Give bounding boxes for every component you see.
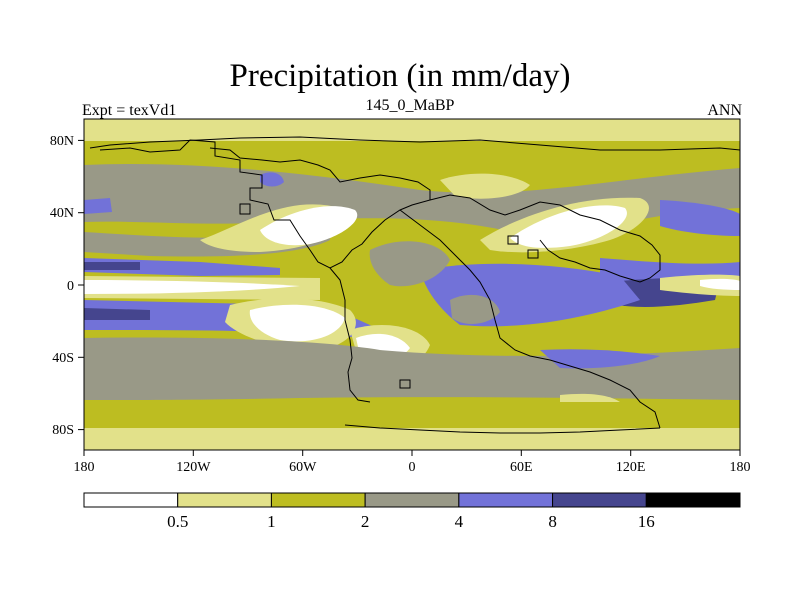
north-atlantic-very-dry [260,206,358,246]
north-pacific-extreme [84,262,140,270]
continental-dry-1 [440,173,530,199]
equatorial-very-dry-east [700,278,740,290]
antarctic-dry-band [84,428,740,450]
x-tick-label: 180 [74,460,95,475]
map-title: Precipitation (in mm/day) [229,58,571,94]
coastline-europe-asia [429,194,661,283]
colorbar-swatch [83,492,179,508]
north-wet-blob-west [84,198,112,214]
colorbar-swatch [645,492,741,508]
y-tick-label: 40S [52,351,74,366]
tick-marks [78,139,741,456]
antarctic-band [84,402,740,432]
continental-wet-north [260,172,284,187]
y-tick-label: 0 [67,279,74,294]
coastline-islands-2 [507,235,519,245]
colorbar: 0.5 1 2 4 8 16 [83,492,741,531]
coastline-africa [399,209,661,429]
coastline-islands-3 [527,249,539,259]
east-asia-very-dry [510,205,627,248]
period-label: 145_0_MaBP [365,97,455,114]
x-tick-label: 60W [289,460,317,475]
colorbar-label: 0.5 [167,512,188,531]
coastline-antarctica [344,424,661,434]
coastline-north-america [99,139,431,269]
southern-wet-patch [540,349,660,369]
y-tick-label: 80S [52,423,74,438]
precipitation-field [84,119,740,450]
south-extreme-belt [84,308,150,320]
colorbar-label: 1 [267,512,276,531]
x-tick-label: 60E [510,460,533,475]
colorbar-swatch [177,492,272,508]
coastline-islands-4 [399,379,411,389]
colorbar-label: 2 [361,512,370,531]
y-axis-labels: 80N 40N 0 40S 80S [50,134,74,438]
continental-wet-2 [450,294,500,324]
colorbar-label: 16 [638,512,655,531]
equatorial-very-dry-west [84,280,300,294]
south-atlantic-very-dry [249,304,345,342]
coastline-arctic [89,136,740,151]
colorbar-swatch [270,492,366,508]
x-tick-label: 120E [616,460,646,475]
colorbar-label: 8 [548,512,557,531]
north-wet-blob-east [660,200,740,236]
colorbar-swatch [552,492,647,508]
coastlines [89,136,740,434]
coastline-islands-1 [239,203,251,215]
x-axis-labels: 180 120W 60W 0 60E 120E 180 [74,460,751,475]
experiment-label: Expt = texVd1 [82,102,177,119]
continental-wet-1 [369,241,450,287]
x-tick-label: 180 [730,460,751,475]
y-tick-label: 80N [50,134,74,149]
x-tick-label: 120W [176,460,211,475]
coastline-south-america [329,267,371,403]
colorbar-swatch [458,492,554,508]
colorbar-swatch [364,492,460,508]
y-tick-label: 40N [50,206,74,221]
x-tick-label: 0 [409,460,416,475]
season-label: ANN [707,102,742,119]
arctic-dry-band [84,119,740,141]
colorbar-label: 4 [455,512,464,531]
southern-wet-band [84,337,740,400]
